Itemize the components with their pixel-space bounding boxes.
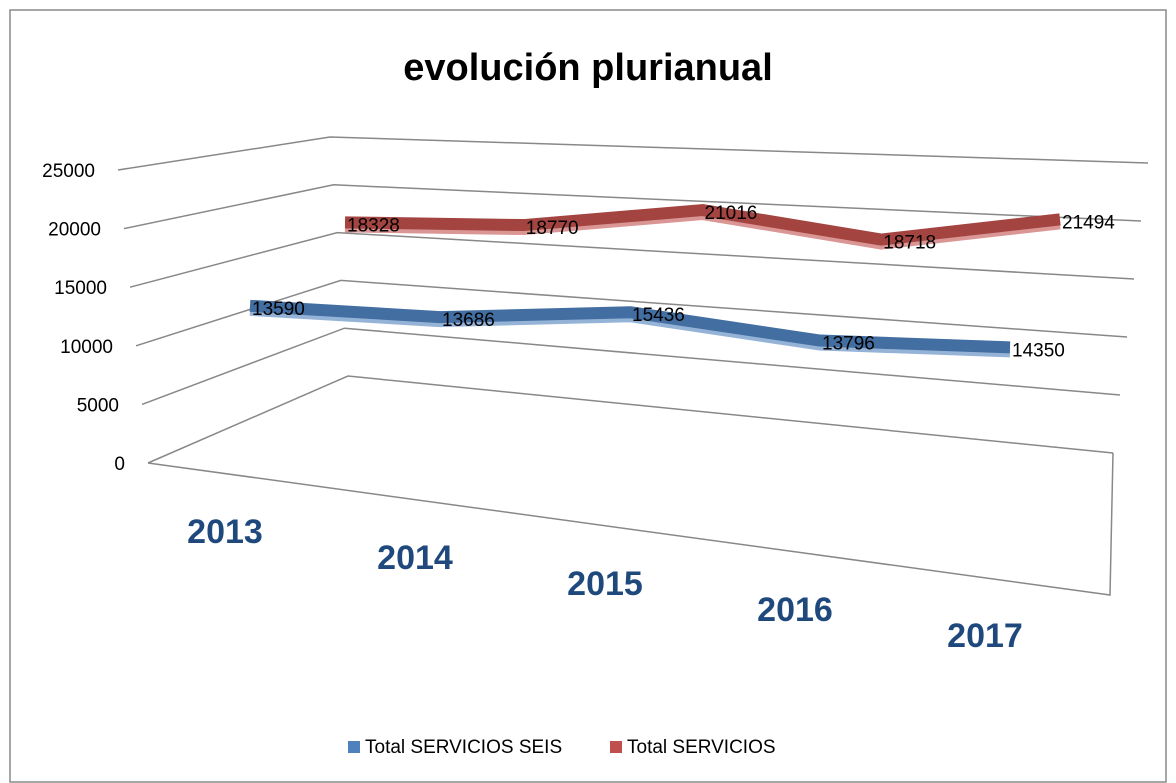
data-label: 18770 (526, 218, 579, 239)
grid-line (123, 184, 1142, 230)
grid-line (129, 231, 1135, 288)
chart-border (9, 9, 1167, 783)
x-tick-label: 2013 (187, 513, 263, 551)
grid-line (141, 327, 1121, 406)
data-label: 21016 (705, 203, 758, 224)
y-tick-label: 20000 (48, 220, 101, 241)
floor-edge (147, 452, 1114, 596)
y-tick-label: 10000 (60, 337, 113, 358)
data-label: 15436 (632, 305, 685, 326)
y-tick-label: 5000 (77, 395, 119, 416)
grid-line (117, 136, 1149, 171)
data-label: 21494 (1062, 212, 1115, 233)
chart-title: evolución plurianual (403, 47, 773, 89)
data-label: 18328 (347, 215, 400, 236)
grid-line (147, 375, 1114, 464)
data-label: 13686 (442, 310, 495, 331)
x-tick-label: 2014 (377, 539, 453, 577)
series-line (344, 204, 1061, 246)
y-tick-label: 0 (114, 454, 125, 475)
data-label: 13590 (252, 299, 305, 320)
legend-label: Total SERVICIOS (627, 737, 776, 758)
y-tick-label: 25000 (42, 161, 95, 182)
legend-swatch (348, 741, 360, 753)
grid-line (135, 279, 1128, 347)
legend-swatch (610, 741, 622, 753)
series-line (249, 299, 1011, 354)
data-label: 13796 (822, 334, 875, 355)
data-label: 18718 (883, 233, 936, 254)
data-label: 14350 (1012, 340, 1065, 361)
x-tick-label: 2017 (947, 617, 1023, 655)
x-tick-label: 2016 (757, 591, 833, 629)
y-tick-label: 15000 (54, 278, 107, 299)
legend-label: Total SERVICIOS SEIS (365, 737, 562, 758)
x-tick-label: 2015 (567, 565, 643, 603)
